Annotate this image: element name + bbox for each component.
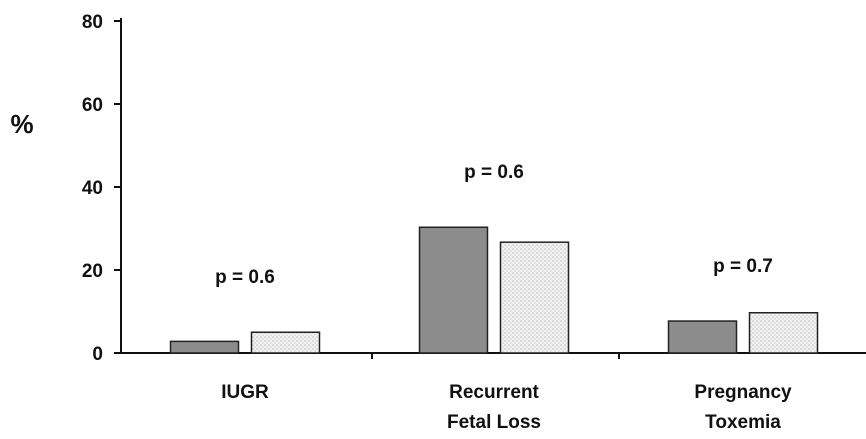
x-category-label: Recurrent	[449, 382, 539, 403]
x-category-label: Pregnancy	[694, 382, 792, 403]
bar	[169, 340, 240, 354]
y-tick-label: 40	[82, 178, 103, 199]
bar	[499, 241, 570, 354]
y-axis-label: %	[10, 109, 33, 139]
labels: 0 20 40 60 80 IUGR p = 0.6 Recurrent Fetal Loss p…	[82, 12, 792, 433]
p-value-annotation: p = 0.6	[464, 162, 524, 183]
bar	[748, 311, 819, 354]
y-tick-label: 0	[92, 344, 103, 365]
bar	[418, 226, 489, 354]
y-tick-label: 20	[82, 261, 103, 282]
bar	[250, 331, 321, 354]
p-value-annotation: p = 0.6	[215, 267, 275, 288]
x-category-label: Toxemia	[705, 412, 781, 433]
bar	[667, 320, 738, 354]
y-tick-label: 80	[82, 12, 103, 33]
p-value-annotation: p = 0.7	[713, 256, 773, 277]
x-category-label: Fetal Loss	[447, 412, 541, 433]
bars	[169, 226, 819, 354]
axes	[114, 18, 866, 359]
y-tick-label: 60	[82, 95, 103, 116]
x-category-label: IUGR	[221, 382, 269, 403]
